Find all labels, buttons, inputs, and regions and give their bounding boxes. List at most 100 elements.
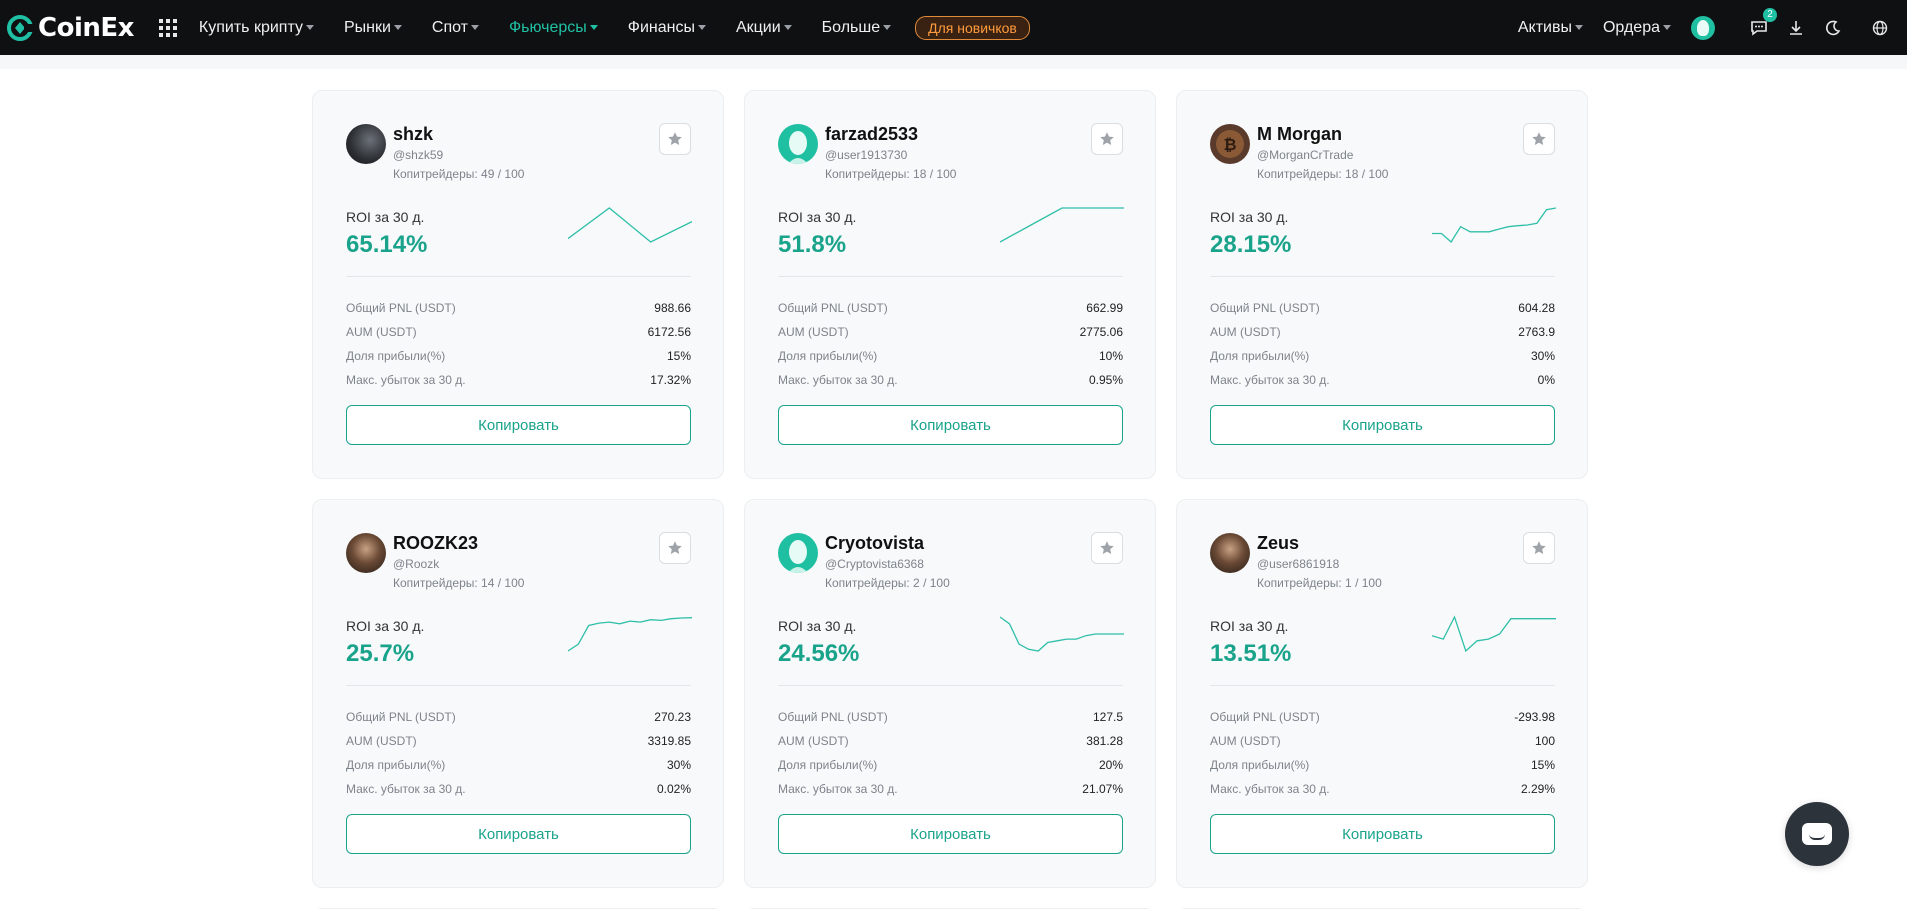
copy-button[interactable]: Копировать xyxy=(1210,814,1555,854)
roi-value: 28.15% xyxy=(1210,231,1292,258)
messages-icon[interactable]: 2 xyxy=(1749,7,1777,38)
stat-value: 604.28 xyxy=(1518,301,1555,315)
download-icon[interactable] xyxy=(1786,18,1806,38)
stat-row: Доля прибыли(%) 15% xyxy=(346,344,691,368)
nav-stocks[interactable]: Акции xyxy=(736,19,792,37)
stat-value: 6172.56 xyxy=(647,325,691,339)
stat-label: Общий PNL (USDT) xyxy=(1210,301,1320,315)
main-nav: Купить крипту Рынки Спот Фьючерсы Финанс… xyxy=(199,15,1030,40)
card-divider xyxy=(778,685,1123,686)
stat-label: AUM (USDT) xyxy=(346,734,417,748)
stat-row: Макс. убыток за 30 д. 0.02% xyxy=(346,777,691,801)
stat-value: 30% xyxy=(666,758,691,772)
copy-button[interactable]: Копировать xyxy=(778,405,1123,445)
nav-more[interactable]: Больше xyxy=(821,18,892,37)
moon-icon xyxy=(1826,20,1841,35)
support-chat-button[interactable] xyxy=(1785,802,1849,866)
stat-row: Общий PNL (USDT) 604.28 xyxy=(1210,296,1555,320)
stat-row: Макс. убыток за 30 д. 2.29% xyxy=(1210,777,1555,801)
stat-value: 2.29% xyxy=(1520,782,1555,796)
stat-value: 21.07% xyxy=(1082,782,1123,796)
nav-orders[interactable]: Ордера xyxy=(1603,19,1671,37)
trader-name[interactable]: farzad2533 xyxy=(825,124,919,144)
nav-spot[interactable]: Спот xyxy=(432,19,479,37)
copy-button[interactable]: Копировать xyxy=(346,405,691,445)
stat-value: 100 xyxy=(1534,734,1555,748)
sparkline-path xyxy=(1000,207,1124,243)
nav-finance[interactable]: Финансы xyxy=(628,19,706,37)
roi-label: ROI за 30 д. xyxy=(346,618,425,634)
stat-row: Доля прибыли(%) 30% xyxy=(346,753,691,777)
roi-sparkline xyxy=(568,207,692,243)
stat-row: AUM (USDT) 6172.56 xyxy=(346,320,691,344)
nav-label: Больше xyxy=(821,18,881,36)
apps-grid-icon[interactable] xyxy=(158,18,177,37)
trader-card: Zeus @user6861918 Копитрейдеры: 1 / 100 … xyxy=(1176,499,1588,888)
trader-name[interactable]: M Morgan xyxy=(1257,124,1342,144)
trader-avatar[interactable] xyxy=(346,533,386,573)
stat-label: Общий PNL (USDT) xyxy=(346,301,456,315)
stat-label: Общий PNL (USDT) xyxy=(346,710,456,724)
stats-list: Общий PNL (USDT) 662.99 AUM (USDT) 2775.06 Д… xyxy=(778,296,1123,392)
nav-assets[interactable]: Активы xyxy=(1518,19,1583,37)
trader-avatar[interactable]: ₿ xyxy=(1210,124,1250,164)
copy-button[interactable]: Копировать xyxy=(1210,405,1555,445)
trader-handle: @user1913730 xyxy=(825,148,908,162)
stat-value: 2763.9 xyxy=(1518,325,1555,339)
stat-label: AUM (USDT) xyxy=(778,325,849,339)
trader-name[interactable]: Cryotovista xyxy=(825,533,925,553)
notification-badge: 2 xyxy=(1763,7,1777,22)
stat-label: AUM (USDT) xyxy=(1210,734,1281,748)
favorite-button[interactable] xyxy=(659,123,691,155)
theme-toggle-icon[interactable] xyxy=(1823,18,1843,38)
stat-row: Макс. убыток за 30 д. 21.07% xyxy=(778,777,1123,801)
stat-value: 30% xyxy=(1530,349,1555,363)
trader-name[interactable]: shzk xyxy=(393,124,434,144)
stat-row: AUM (USDT) 2775.06 xyxy=(778,320,1123,344)
favorite-button[interactable] xyxy=(1523,532,1555,564)
trader-avatar[interactable] xyxy=(778,533,818,573)
favorite-button[interactable] xyxy=(659,532,691,564)
newbie-button[interactable]: Для новичков xyxy=(915,15,1030,40)
language-icon[interactable] xyxy=(1870,18,1890,38)
favorite-button[interactable] xyxy=(1091,532,1123,564)
nav-label: Купить крипту xyxy=(198,18,303,36)
card-divider xyxy=(346,685,691,686)
sparkline-path xyxy=(1432,207,1556,243)
nav-futures[interactable]: Фьючерсы xyxy=(509,19,598,37)
stat-value: 3319.85 xyxy=(647,734,691,748)
roi-label: ROI за 30 д. xyxy=(778,618,857,634)
stat-value: 381.28 xyxy=(1086,734,1123,748)
stats-list: Общий PNL (USDT) -293.98 AUM (USDT) 100 Доля… xyxy=(1210,705,1555,801)
trader-name[interactable]: Zeus xyxy=(1257,533,1300,553)
stat-row: Общий PNL (USDT) 127.5 xyxy=(778,705,1123,729)
trader-handle: @user6861918 xyxy=(1257,557,1340,571)
copiers-count: Копитрейдеры: 18 / 100 xyxy=(1257,167,1389,181)
chevron-down-icon xyxy=(1663,25,1671,30)
chevron-down-icon xyxy=(589,25,598,30)
stat-value: 0.02% xyxy=(656,782,691,796)
roi-value: 65.14% xyxy=(346,231,428,258)
copy-button[interactable]: Копировать xyxy=(346,814,691,854)
copy-button[interactable]: Копировать xyxy=(778,814,1123,854)
trader-name[interactable]: ROOZK23 xyxy=(393,533,479,553)
stats-list: Общий PNL (USDT) 604.28 AUM (USDT) 2763.9 До… xyxy=(1210,296,1555,392)
stat-value: -293.98 xyxy=(1514,710,1555,724)
favorite-button[interactable] xyxy=(1091,123,1123,155)
coinex-logo[interactable]: CoinEx xyxy=(6,0,134,55)
stat-row: Доля прибыли(%) 15% xyxy=(1210,753,1555,777)
trader-avatar[interactable] xyxy=(346,124,386,164)
chevron-down-icon xyxy=(393,25,402,30)
nav-label: Ордера xyxy=(1602,18,1660,36)
stat-row: Общий PNL (USDT) 270.23 xyxy=(346,705,691,729)
stat-value: 15% xyxy=(666,349,691,363)
stat-row: Общий PNL (USDT) 662.99 xyxy=(778,296,1123,320)
stat-label: Макс. убыток за 30 д. xyxy=(778,373,898,387)
user-avatar[interactable] xyxy=(1691,15,1715,40)
nav-buy-crypto[interactable]: Купить крипту xyxy=(199,19,314,37)
favorite-button[interactable] xyxy=(1523,123,1555,155)
nav-markets[interactable]: Рынки xyxy=(344,19,402,37)
trader-avatar[interactable] xyxy=(778,124,818,164)
copy-trader-grid: shzk @shzk59 Копитрейдеры: 49 / 100 ROI … xyxy=(312,90,1588,909)
trader-avatar[interactable] xyxy=(1210,533,1250,573)
